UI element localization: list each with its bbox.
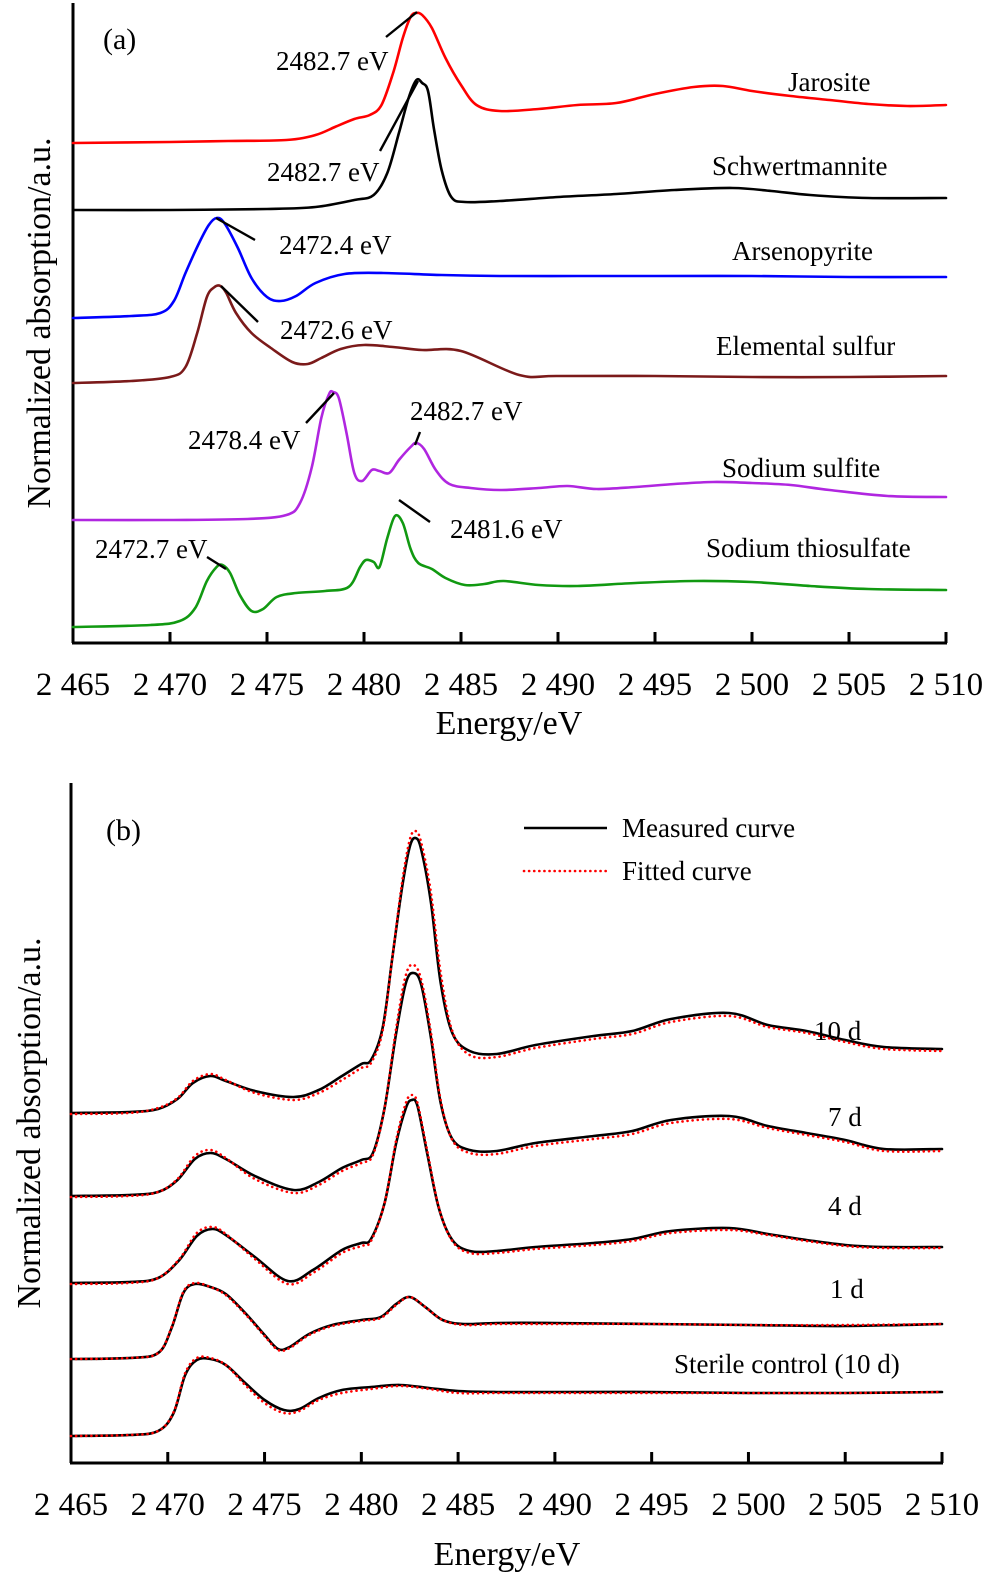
series-line-jarosite — [71, 11, 948, 145]
series-label-elemental-sulfur: Elemental sulfur — [716, 331, 895, 361]
measured-line-7-d — [69, 971, 944, 1198]
panel-a-series — [71, 11, 948, 629]
fitted-line-sterile-control-10-d — [69, 1355, 944, 1438]
series-label-10d: 10 d — [814, 1016, 862, 1046]
leader-elemental-sulfur — [220, 285, 259, 323]
measured-line-1-d — [69, 1282, 944, 1361]
panel-b: 2 465 2 470 2 475 2 480 2 485 2 490 2 495 2 500… — [11, 783, 979, 1573]
x-tick-label: 2 490 — [518, 1487, 592, 1523]
leader-arsenopyrite — [215, 216, 256, 242]
series-label-schwertmannite: Schwertmannite — [712, 151, 887, 181]
series-label-4d: 4 d — [828, 1191, 862, 1221]
series-line-sodium-thiosulfate — [71, 513, 948, 629]
series-line-arsenopyrite — [71, 216, 948, 320]
measured-line-sterile-control-10-d — [69, 1356, 944, 1438]
fitted-line-4-d — [69, 1093, 944, 1286]
x-tick-label: 2 465 — [36, 667, 110, 703]
panel-b-label: (b) — [106, 814, 141, 847]
x-tick-label: 2 510 — [905, 1487, 979, 1523]
measured-line-10-d — [69, 836, 944, 1115]
panel-b-y-axis-title: Normalized absorption/a.u. — [11, 937, 48, 1308]
series-line-elemental-sulfur — [71, 284, 948, 385]
panel-a-x-axis-title: Energy/eV — [436, 705, 583, 742]
panel-a: 2 465 2 470 2 475 2 480 2 485 2 490 2 495 2 500… — [21, 3, 983, 742]
x-tick-label: 2 495 — [615, 1487, 689, 1523]
panel-b-x-axis-title: Energy/eV — [434, 1536, 581, 1573]
measured-line-4-d — [69, 1098, 944, 1285]
series-label-7d: 7 d — [828, 1102, 862, 1132]
x-tick-label: 2 475 — [227, 1487, 301, 1523]
fitted-line-1-d — [69, 1281, 944, 1361]
annotation-sulfite-peak-1: 2478.4 eV — [188, 425, 301, 455]
annotation-schwertmannite-peak: 2482.7 eV — [267, 157, 380, 187]
leader-sulfite-1 — [305, 392, 335, 424]
legend: Measured curve Fitted curve — [522, 813, 795, 886]
x-tick-label: 2 475 — [230, 667, 304, 703]
leader-schwertmannite — [378, 80, 420, 152]
fitted-line-7-d — [69, 963, 944, 1199]
x-tick-label: 2 500 — [715, 667, 789, 703]
annotation-jarosite-peak: 2482.7 eV — [276, 46, 389, 76]
annotation-thiosulfate-peak-2: 2481.6 eV — [450, 514, 563, 544]
x-tick-label: 2 500 — [711, 1487, 785, 1523]
x-tick-label: 2 480 — [324, 1487, 398, 1523]
panel-a-x-ticks: 2 465 2 470 2 475 2 480 2 485 2 490 2 495 2 500… — [36, 632, 983, 703]
leader-thiosulfate-1 — [206, 555, 227, 571]
x-tick-label: 2 505 — [808, 1487, 882, 1523]
x-tick-label: 2 465 — [34, 1487, 108, 1523]
panel-b-x-ticks: 2 465 2 470 2 475 2 480 2 485 2 490 2 495 2 500… — [34, 1452, 979, 1523]
x-tick-label: 2 485 — [424, 667, 498, 703]
x-tick-label: 2 495 — [618, 667, 692, 703]
series-label-arsenopyrite: Arsenopyrite — [732, 236, 873, 266]
leader-thiosulfate-2 — [398, 499, 431, 523]
series-label-jarosite: Jarosite — [788, 67, 870, 97]
fitted-line-10-d — [69, 829, 944, 1116]
x-tick-label: 2 485 — [421, 1487, 495, 1523]
annotation-elemental-sulfur-peak: 2472.6 eV — [280, 315, 393, 345]
series-label-sodium-sulfite: Sodium sulfite — [722, 453, 880, 483]
series-label-sterile-control: Sterile control (10 d) — [674, 1349, 900, 1379]
series-label-sodium-thiosulfate: Sodium thiosulfate — [706, 533, 911, 563]
annotation-thiosulfate-peak-1: 2472.7 eV — [95, 534, 208, 564]
leader-jarosite — [385, 11, 418, 38]
annotation-sulfite-peak-2: 2482.7 eV — [410, 396, 523, 426]
panel-a-label: (a) — [103, 23, 136, 56]
x-tick-label: 2 470 — [133, 667, 207, 703]
legend-measured-label: Measured curve — [622, 813, 795, 843]
series-line-schwertmannite — [71, 77, 948, 212]
x-tick-label: 2 480 — [327, 667, 401, 703]
panel-b-series — [69, 829, 944, 1438]
annotation-arsenopyrite-peak: 2472.4 eV — [279, 230, 392, 260]
legend-fitted-label: Fitted curve — [622, 856, 752, 886]
x-tick-label: 2 470 — [131, 1487, 205, 1523]
x-tick-label: 2 505 — [812, 667, 886, 703]
panel-a-y-axis-title: Normalized absorption/a.u. — [21, 137, 58, 508]
x-tick-label: 2 490 — [521, 667, 595, 703]
x-tick-label: 2 510 — [909, 667, 983, 703]
series-line-sodium-sulfite — [71, 389, 948, 522]
leader-sulfite-2 — [413, 431, 422, 446]
series-label-1d: 1 d — [830, 1274, 864, 1304]
